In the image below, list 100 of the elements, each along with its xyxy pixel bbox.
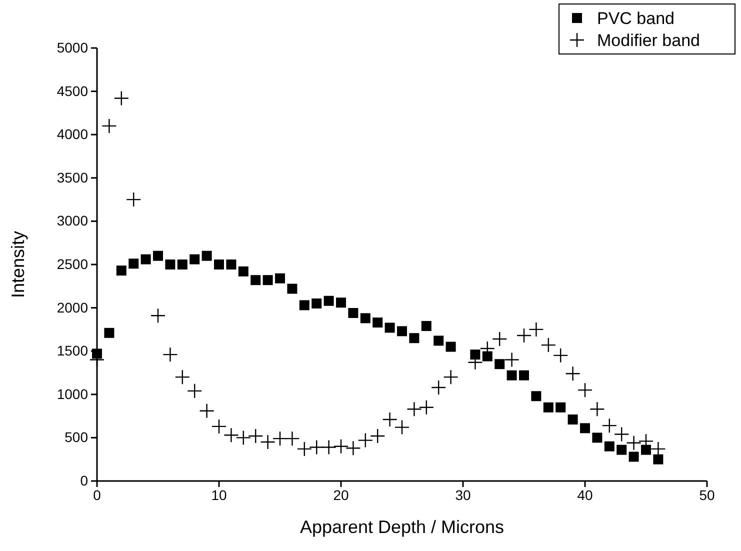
x-tick-label: 40 [577, 486, 593, 503]
x-tick-label: 20 [333, 486, 349, 503]
point [446, 342, 456, 352]
point [397, 326, 407, 336]
point [299, 300, 310, 310]
point [333, 438, 349, 454]
y-axis-title: Intensity [8, 230, 28, 298]
legend-label: PVC band [597, 9, 674, 28]
point [602, 418, 617, 434]
point [165, 260, 176, 270]
point [177, 260, 188, 270]
point [321, 440, 336, 455]
point [128, 258, 139, 269]
point [628, 452, 639, 462]
legend-label: Modifier band [597, 31, 700, 50]
point [236, 430, 251, 446]
point [540, 337, 556, 353]
point [199, 403, 214, 418]
point [531, 391, 542, 402]
point [162, 346, 178, 362]
point [382, 412, 398, 428]
point [358, 432, 373, 448]
point [104, 328, 114, 338]
point [214, 260, 224, 270]
point [394, 420, 410, 435]
y-tick-label: 3500 [56, 169, 88, 186]
point [418, 400, 434, 415]
point [211, 418, 227, 434]
point [616, 444, 627, 455]
point [153, 250, 163, 261]
point [421, 320, 432, 331]
point [431, 380, 446, 396]
point [614, 426, 630, 442]
point [116, 266, 126, 276]
point [250, 275, 261, 286]
x-axis-title: Apparent Depth / Microns [300, 517, 504, 537]
x-tick-label: 0 [93, 486, 102, 503]
point [590, 402, 605, 417]
point [187, 383, 202, 399]
point [348, 308, 358, 318]
point [174, 369, 190, 385]
point [275, 273, 285, 284]
point [272, 430, 288, 446]
y-tick-label: 3000 [56, 212, 88, 229]
point [360, 313, 370, 324]
point [504, 352, 520, 368]
y-tick-label: 2000 [56, 299, 88, 316]
y-tick-label: 0 [80, 472, 88, 488]
point [190, 254, 200, 264]
point [284, 430, 300, 446]
point [114, 90, 129, 106]
point [553, 348, 568, 364]
point [92, 348, 102, 359]
point [126, 192, 142, 208]
point [409, 333, 420, 344]
y-tick-label: 4000 [56, 126, 88, 142]
y-tick-label: 2500 [56, 256, 88, 272]
point [577, 382, 593, 398]
point [626, 435, 642, 450]
point [528, 322, 544, 338]
point [102, 118, 117, 134]
point [384, 322, 395, 333]
point [370, 428, 386, 444]
point [516, 328, 532, 344]
point [604, 441, 614, 452]
y-tick-label: 500 [64, 429, 88, 446]
point [260, 434, 276, 450]
point [150, 308, 166, 324]
point [434, 336, 444, 346]
point [372, 318, 383, 328]
x-tick-label: 10 [211, 486, 227, 503]
point [287, 284, 298, 294]
y-tick-label: 1000 [56, 386, 88, 402]
point [565, 366, 580, 382]
point [224, 428, 239, 443]
point [641, 444, 651, 455]
y-tick-label: 4500 [56, 82, 88, 99]
x-tick-label: 30 [455, 486, 471, 503]
point [519, 370, 529, 380]
point [336, 298, 346, 308]
point [296, 441, 312, 457]
point [556, 402, 566, 412]
y-tick-label: 5000 [56, 39, 88, 56]
point [324, 296, 334, 306]
point [470, 350, 480, 360]
point [312, 298, 322, 308]
point [140, 254, 151, 264]
point [482, 351, 492, 362]
point [506, 370, 517, 380]
point [226, 260, 236, 270]
point [406, 402, 422, 417]
y-tick-label: 1500 [56, 342, 88, 359]
point [248, 428, 264, 444]
point [653, 454, 664, 464]
point [346, 440, 361, 456]
point [568, 414, 578, 425]
x-tick-label: 50 [699, 486, 715, 503]
point [262, 275, 273, 286]
point [443, 369, 458, 385]
point [202, 250, 212, 261]
